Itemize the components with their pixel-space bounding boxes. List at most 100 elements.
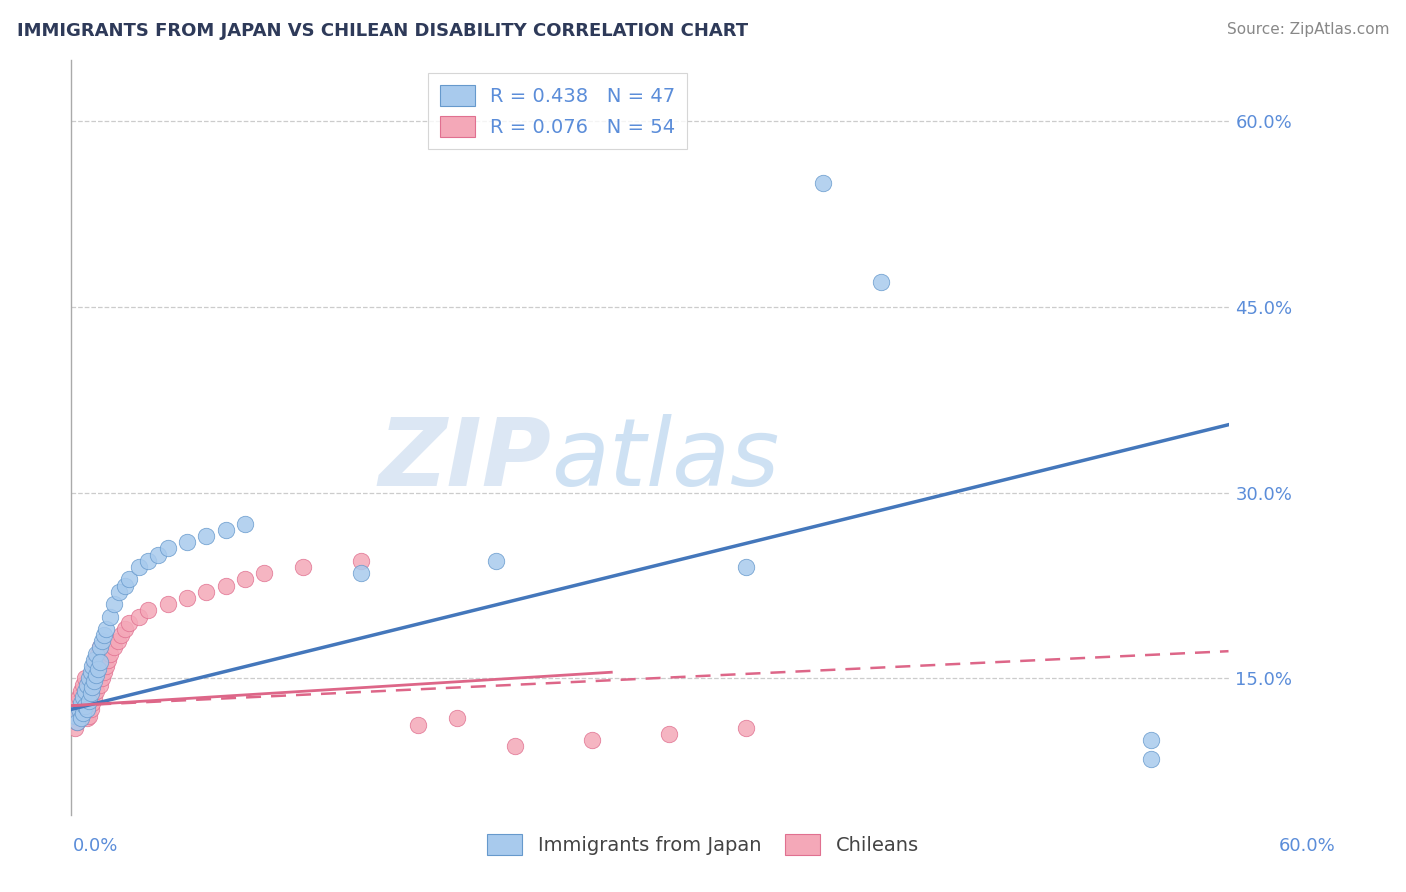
Point	[67, 702, 90, 716]
Point	[82, 680, 104, 694]
Point	[89, 656, 111, 670]
Point	[79, 665, 101, 680]
Point	[1140, 733, 1163, 747]
Point	[70, 711, 93, 725]
Text: atlas: atlas	[551, 414, 780, 505]
Point	[176, 535, 198, 549]
Point	[91, 634, 114, 648]
Point	[98, 609, 121, 624]
Point	[77, 708, 100, 723]
Point	[138, 554, 160, 568]
Point	[349, 554, 371, 568]
Point	[581, 733, 603, 747]
Point	[72, 706, 94, 720]
Point	[86, 667, 108, 681]
Point	[89, 640, 111, 655]
Point	[146, 548, 169, 562]
Point	[253, 566, 276, 581]
Point	[408, 718, 430, 732]
Point	[103, 597, 125, 611]
Point	[1140, 752, 1163, 766]
Point	[233, 516, 256, 531]
Point	[83, 673, 105, 688]
Point	[66, 696, 89, 710]
Point	[76, 711, 98, 725]
Point	[214, 523, 236, 537]
Point	[813, 177, 835, 191]
Point	[176, 591, 198, 605]
Point	[658, 727, 681, 741]
Point	[128, 609, 150, 624]
Text: Source: ZipAtlas.com: Source: ZipAtlas.com	[1226, 22, 1389, 37]
Point	[97, 653, 120, 667]
Point	[66, 714, 89, 729]
Point	[94, 622, 117, 636]
Point	[67, 690, 90, 704]
Point	[94, 659, 117, 673]
Point	[73, 683, 96, 698]
Point	[446, 711, 468, 725]
Point	[76, 702, 98, 716]
Point	[87, 647, 110, 661]
Point	[73, 690, 96, 704]
Point	[86, 683, 108, 698]
Point	[735, 560, 758, 574]
Legend: Immigrants from Japan, Chileans: Immigrants from Japan, Chileans	[479, 826, 927, 863]
Text: 0.0%: 0.0%	[73, 837, 118, 855]
Point	[89, 677, 111, 691]
Point	[98, 647, 121, 661]
Point	[76, 677, 98, 691]
Point	[82, 665, 104, 680]
Point	[63, 708, 86, 723]
Point	[82, 659, 104, 673]
Point	[77, 694, 100, 708]
Point	[77, 672, 100, 686]
Point	[735, 721, 758, 735]
Point	[118, 573, 141, 587]
Point	[93, 665, 115, 680]
Point	[70, 683, 93, 698]
Point	[108, 584, 131, 599]
Point	[76, 683, 98, 698]
Point	[870, 276, 893, 290]
Point	[138, 603, 160, 617]
Point	[484, 554, 506, 568]
Point	[91, 672, 114, 686]
Point	[195, 584, 218, 599]
Text: ZIP: ZIP	[378, 414, 551, 506]
Point	[110, 628, 132, 642]
Point	[72, 677, 94, 691]
Point	[195, 529, 218, 543]
Point	[86, 647, 108, 661]
Point	[87, 661, 110, 675]
Point	[291, 560, 314, 574]
Point	[114, 578, 136, 592]
Point	[62, 711, 84, 725]
Point	[156, 597, 179, 611]
Point	[83, 659, 105, 673]
Point	[83, 690, 105, 704]
Point	[63, 721, 86, 735]
Point	[73, 698, 96, 713]
Point	[72, 696, 94, 710]
Point	[156, 541, 179, 556]
Point	[349, 566, 371, 581]
Point	[83, 653, 105, 667]
Point	[79, 702, 101, 716]
Point	[93, 628, 115, 642]
Point	[73, 672, 96, 686]
Point	[67, 708, 90, 723]
Point	[107, 634, 129, 648]
Point	[114, 622, 136, 636]
Text: IMMIGRANTS FROM JAPAN VS CHILEAN DISABILITY CORRELATION CHART: IMMIGRANTS FROM JAPAN VS CHILEAN DISABIL…	[17, 22, 748, 40]
Point	[86, 653, 108, 667]
Point	[89, 640, 111, 655]
Point	[128, 560, 150, 574]
Point	[79, 686, 101, 700]
Point	[214, 578, 236, 592]
Point	[66, 714, 89, 729]
Legend: R = 0.438   N = 47, R = 0.076   N = 54: R = 0.438 N = 47, R = 0.076 N = 54	[429, 73, 688, 149]
Point	[79, 672, 101, 686]
Text: 60.0%: 60.0%	[1279, 837, 1336, 855]
Point	[103, 640, 125, 655]
